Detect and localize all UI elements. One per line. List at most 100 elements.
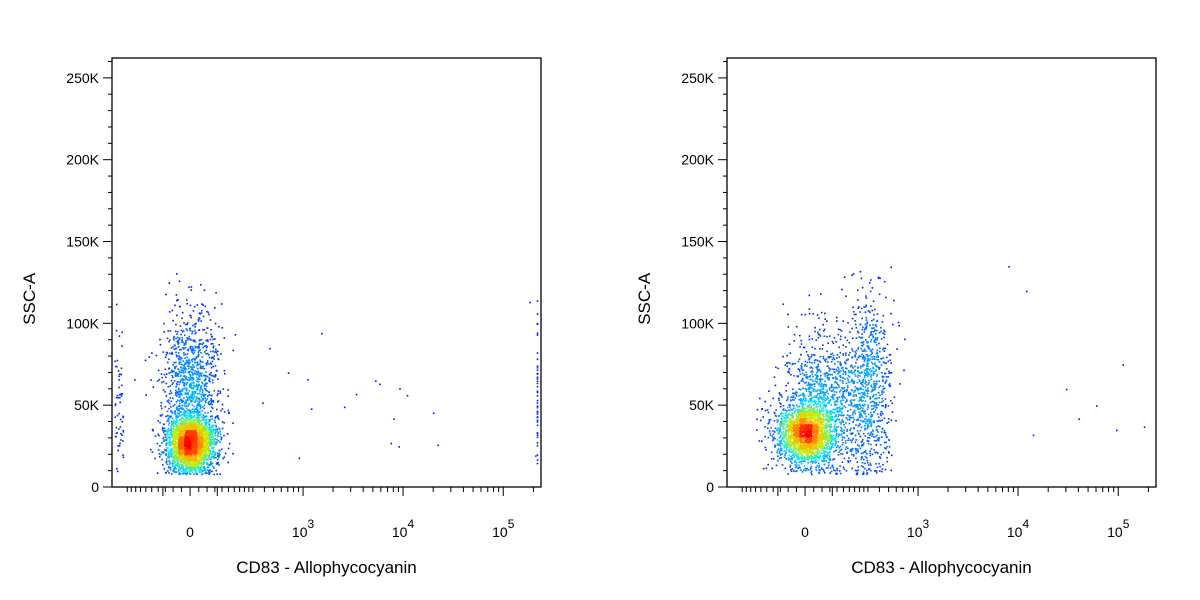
- data-point: [221, 427, 224, 430]
- data-point: [1096, 405, 1098, 407]
- data-point: [195, 447, 198, 449]
- data-point: [827, 361, 829, 363]
- data-point: [849, 351, 851, 354]
- data-point: [884, 406, 887, 409]
- data-point: [811, 473, 813, 476]
- data-point: [208, 379, 210, 382]
- data-point: [201, 367, 204, 370]
- data-point: [179, 424, 182, 426]
- data-point: [778, 415, 780, 417]
- data-point: [185, 467, 187, 469]
- data-point: [842, 369, 844, 371]
- data-point: [880, 401, 883, 403]
- data-point: [201, 473, 203, 476]
- data-point: [179, 357, 182, 359]
- data-point: [840, 448, 843, 451]
- data-point: [857, 348, 860, 350]
- data-point: [194, 385, 197, 388]
- data-point: [878, 462, 880, 465]
- data-point: [168, 463, 171, 466]
- data-point: [192, 416, 195, 418]
- data-point: [187, 419, 189, 421]
- data-point: [838, 396, 841, 398]
- data-point: [203, 289, 206, 292]
- data-point: [196, 371, 199, 374]
- data-point: [197, 414, 200, 416]
- data-point: [193, 412, 195, 414]
- data-point: [179, 375, 182, 378]
- data-point: [839, 391, 841, 393]
- data-point: [806, 365, 808, 367]
- data-point: [216, 458, 219, 461]
- data-point: [871, 453, 874, 456]
- data-point: [870, 431, 872, 433]
- data-point: [182, 420, 184, 423]
- data-point: [177, 437, 179, 439]
- data-point: [195, 388, 198, 391]
- data-point: [168, 282, 171, 284]
- data-point: [855, 457, 857, 460]
- data-point: [186, 329, 189, 332]
- data-point: [853, 313, 856, 316]
- data-point: [167, 401, 170, 404]
- data-point: [393, 418, 395, 420]
- data-point: [810, 470, 813, 472]
- data-point: [805, 377, 808, 379]
- data-point: [192, 378, 195, 380]
- data-point: [881, 397, 883, 400]
- data-point: [834, 371, 836, 373]
- data-point: [866, 453, 868, 455]
- data-point: [844, 401, 847, 404]
- data-point: [177, 416, 179, 418]
- data-point: [172, 459, 174, 462]
- data-point: [817, 333, 820, 336]
- data-point: [857, 366, 859, 368]
- data-point: [173, 471, 176, 474]
- data-point: [191, 366, 193, 369]
- data-point: [857, 346, 860, 349]
- data-point: [793, 374, 795, 377]
- data-point: [883, 441, 886, 444]
- data-point: [219, 435, 222, 438]
- data-point: [841, 453, 844, 455]
- data-point: [115, 365, 117, 368]
- data-point: [816, 314, 819, 316]
- data-point: [878, 368, 880, 371]
- data-point: [843, 276, 846, 278]
- data-point: [207, 457, 209, 460]
- data-point: [181, 422, 184, 424]
- data-point: [180, 411, 182, 413]
- data-point: [877, 404, 880, 406]
- data-point: [784, 409, 786, 412]
- data-point: [187, 466, 190, 469]
- data-point: [170, 400, 173, 403]
- data-point: [836, 357, 838, 359]
- data-point: [882, 388, 884, 390]
- data-point: [847, 391, 850, 394]
- data-point: [213, 467, 215, 469]
- data-point: [191, 396, 193, 399]
- data-point: [773, 376, 776, 378]
- data-point: [211, 429, 214, 431]
- data-point: [199, 372, 202, 374]
- data-point: [198, 398, 200, 401]
- data-point: [176, 438, 178, 440]
- data-point: [183, 457, 185, 460]
- data-point: [878, 366, 881, 369]
- data-point: [217, 432, 220, 434]
- data-point: [775, 415, 778, 417]
- data-point: [188, 442, 191, 445]
- data-point: [823, 470, 825, 472]
- data-point: [787, 398, 789, 400]
- data-point: [163, 331, 165, 333]
- data-point: [831, 352, 834, 355]
- data-point: [200, 441, 203, 443]
- data-point: [121, 345, 123, 347]
- data-point: [863, 359, 866, 361]
- data-point: [178, 381, 180, 383]
- data-point: [197, 444, 200, 447]
- data-point: [852, 447, 854, 450]
- data-point: [829, 389, 831, 391]
- data-point: [184, 375, 186, 377]
- data-point: [188, 459, 191, 461]
